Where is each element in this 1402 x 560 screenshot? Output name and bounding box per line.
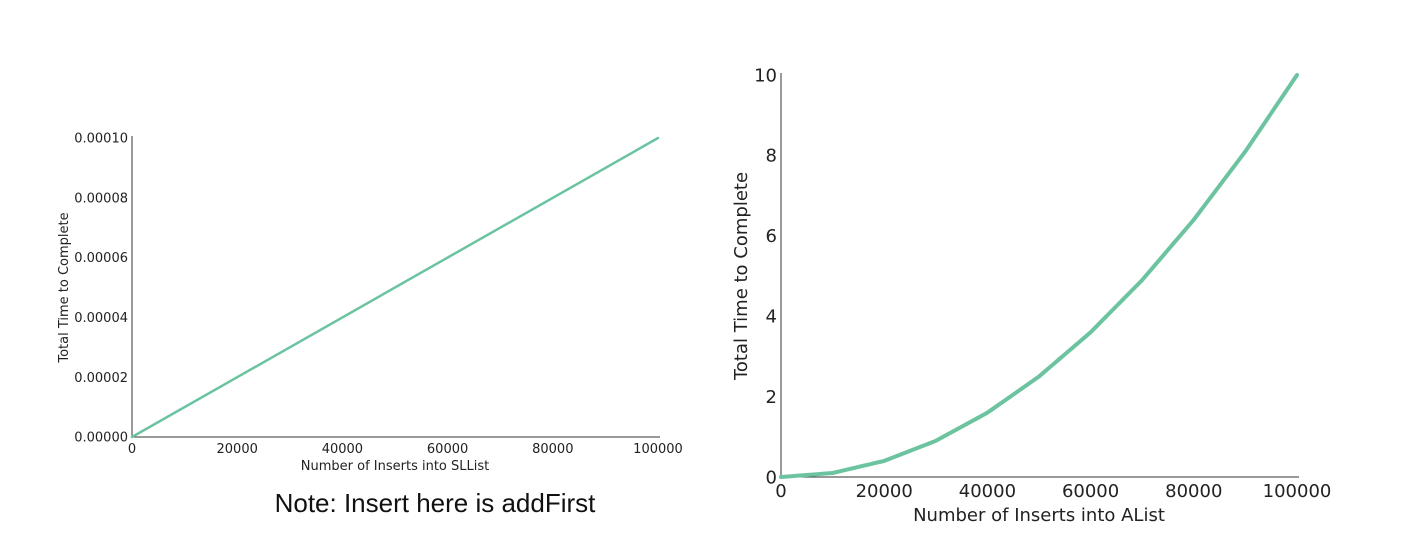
alist-x-axis-label: Number of Inserts into AList [913, 505, 1165, 526]
sllist-y-tick-label: 0.00000 [74, 431, 128, 446]
sllist-x-axis-label: Number of Inserts into SLList [301, 459, 489, 474]
sllist-y-tick-label: 0.00008 [74, 191, 128, 206]
alist-y-tick-label: 0 [766, 467, 777, 488]
sllist-y-tick-label: 0.00002 [74, 371, 128, 386]
alist-y-axis-label: Total Time to Complete [731, 172, 752, 381]
alist-y-tick-label: 6 [766, 226, 777, 247]
alist-x-tick-label: 80000 [1165, 481, 1222, 502]
alist-x-tick-label: 0 [775, 481, 786, 502]
chart-note: Note: Insert here is addFirst [274, 488, 596, 518]
alist-y-tick-label: 8 [766, 146, 777, 167]
alist-x-tick-label: 100000 [1263, 481, 1332, 502]
sllist-y-tick-label: 0.00006 [74, 251, 128, 266]
alist-y-tick-label: 2 [766, 387, 777, 408]
sllist-x-tick-label: 60000 [427, 442, 468, 457]
sllist-y-tick-label: 0.00010 [74, 132, 128, 147]
sllist-x-tick-label: 80000 [532, 442, 573, 457]
alist-x-tick-label: 40000 [959, 481, 1016, 502]
alist-y-tick-label: 4 [766, 307, 777, 328]
sllist-x-tick-label: 20000 [217, 442, 258, 457]
alist-y-tick-label: 10 [754, 65, 777, 86]
alist-series-line [779, 73, 1299, 479]
sllist-x-tick-label: 40000 [322, 442, 363, 457]
sllist-x-tick-label: 0 [128, 442, 136, 457]
sllist-x-tick-label: 100000 [633, 442, 683, 457]
sllist-y-tick-label: 0.00004 [74, 311, 128, 326]
sllist-y-axis-label: Total Time to Complete [57, 212, 72, 363]
alist-x-tick-label: 60000 [1062, 481, 1119, 502]
sllist-series-line [130, 136, 660, 439]
alist-x-tick-label: 20000 [856, 481, 913, 502]
